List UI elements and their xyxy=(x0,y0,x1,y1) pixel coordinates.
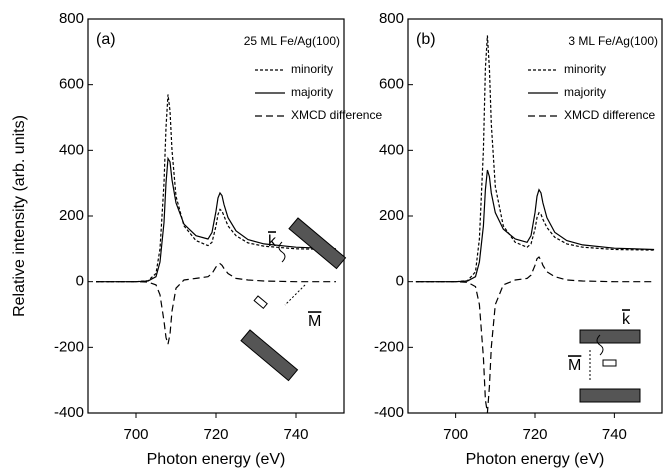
y-axis-label: Relative intensity (arb. units) xyxy=(11,115,28,317)
y-tick-label: -400 xyxy=(54,404,84,421)
panel-title: 3 ML Fe/Ag(100) xyxy=(568,34,658,48)
wave xyxy=(278,241,286,263)
x-tick-label: 700 xyxy=(123,426,148,443)
sample xyxy=(579,388,641,403)
plot-frame xyxy=(87,18,345,414)
y-tick-label: 0 xyxy=(76,273,84,290)
x-tick-label: 740 xyxy=(283,426,308,443)
magnet xyxy=(253,295,268,310)
y-tick-label: 0 xyxy=(396,273,404,290)
line-series xyxy=(96,94,337,283)
sample xyxy=(579,329,641,344)
line-series xyxy=(96,156,337,283)
panel-label: (a) xyxy=(96,31,116,48)
legend-label: minority xyxy=(564,62,606,76)
y-tick-label: 800 xyxy=(59,10,84,27)
line-series xyxy=(96,262,336,345)
x-tick-label: 720 xyxy=(522,426,547,443)
x-axis-label: Photon energy (eV) xyxy=(466,451,605,468)
y-tick-label: -400 xyxy=(374,404,404,421)
x-axis-label: Photon energy (eV) xyxy=(147,451,286,468)
arrow xyxy=(284,284,306,306)
panel-label: (b) xyxy=(416,31,436,48)
inset: kM xyxy=(568,311,641,403)
y-tick-label: 400 xyxy=(379,141,404,158)
inset-label: M xyxy=(308,313,321,330)
y-tick-label: 800 xyxy=(379,10,404,27)
y-tick-label: 200 xyxy=(59,207,84,224)
legend-label: XMCD difference xyxy=(291,108,382,122)
inset-label: M xyxy=(568,357,581,374)
legend-label: majority xyxy=(291,85,333,99)
legend-label: minority xyxy=(291,62,333,76)
legend-label: XMCD difference xyxy=(564,108,655,122)
x-tick-label: 720 xyxy=(203,426,228,443)
sample xyxy=(288,217,347,270)
y-tick-label: 600 xyxy=(59,76,84,93)
line-series xyxy=(415,256,655,414)
inset-label: k xyxy=(268,233,277,250)
line-series xyxy=(415,169,655,283)
line-series xyxy=(415,35,655,283)
sample xyxy=(240,329,299,382)
panel-title: 25 ML Fe/Ag(100) xyxy=(244,34,340,48)
wave xyxy=(596,334,604,356)
x-tick-label: 700 xyxy=(443,426,468,443)
legend-label: majority xyxy=(564,85,606,99)
inset-label: k xyxy=(622,311,631,328)
y-tick-label: -200 xyxy=(54,338,84,355)
magnet xyxy=(602,359,617,367)
y-tick-label: 400 xyxy=(59,141,84,158)
y-tick-label: 600 xyxy=(379,76,404,93)
inset: kM xyxy=(240,217,347,382)
x-tick-label: 740 xyxy=(602,426,627,443)
y-tick-label: 200 xyxy=(379,207,404,224)
y-tick-label: -200 xyxy=(374,338,404,355)
